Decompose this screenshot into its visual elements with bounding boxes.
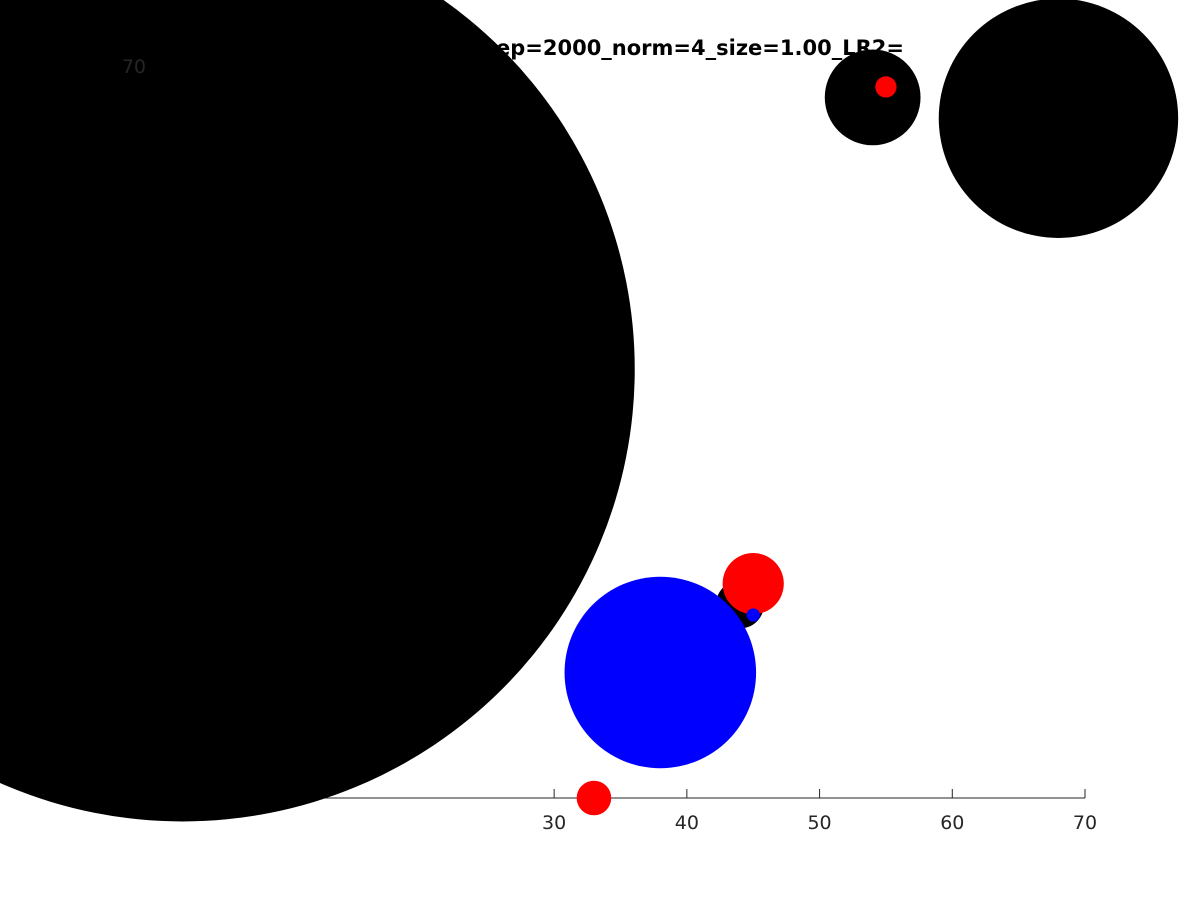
red-bubble <box>875 76 897 98</box>
tick-labels: 30 40 50 60 70 70 <box>122 56 1097 834</box>
x-tick-label: 50 <box>807 812 831 834</box>
chart-title: year_2010vs1970_small_ep=2000_norm=4_siz… <box>206 36 904 60</box>
black-bubble <box>824 49 921 146</box>
red-bubble <box>722 553 784 615</box>
y-tick-label: 70 <box>122 56 146 78</box>
blue-bubble <box>564 576 757 769</box>
x-tick-label: 40 <box>675 812 699 834</box>
x-tick-label: 60 <box>940 812 964 834</box>
x-tick-label: 30 <box>542 812 566 834</box>
black-bubble <box>938 0 1179 238</box>
blue-bubble <box>746 608 760 622</box>
x-tick-label: 70 <box>1073 812 1097 834</box>
bubbles <box>0 0 1179 822</box>
black-bubble <box>0 0 635 822</box>
red-bubble <box>576 780 612 816</box>
